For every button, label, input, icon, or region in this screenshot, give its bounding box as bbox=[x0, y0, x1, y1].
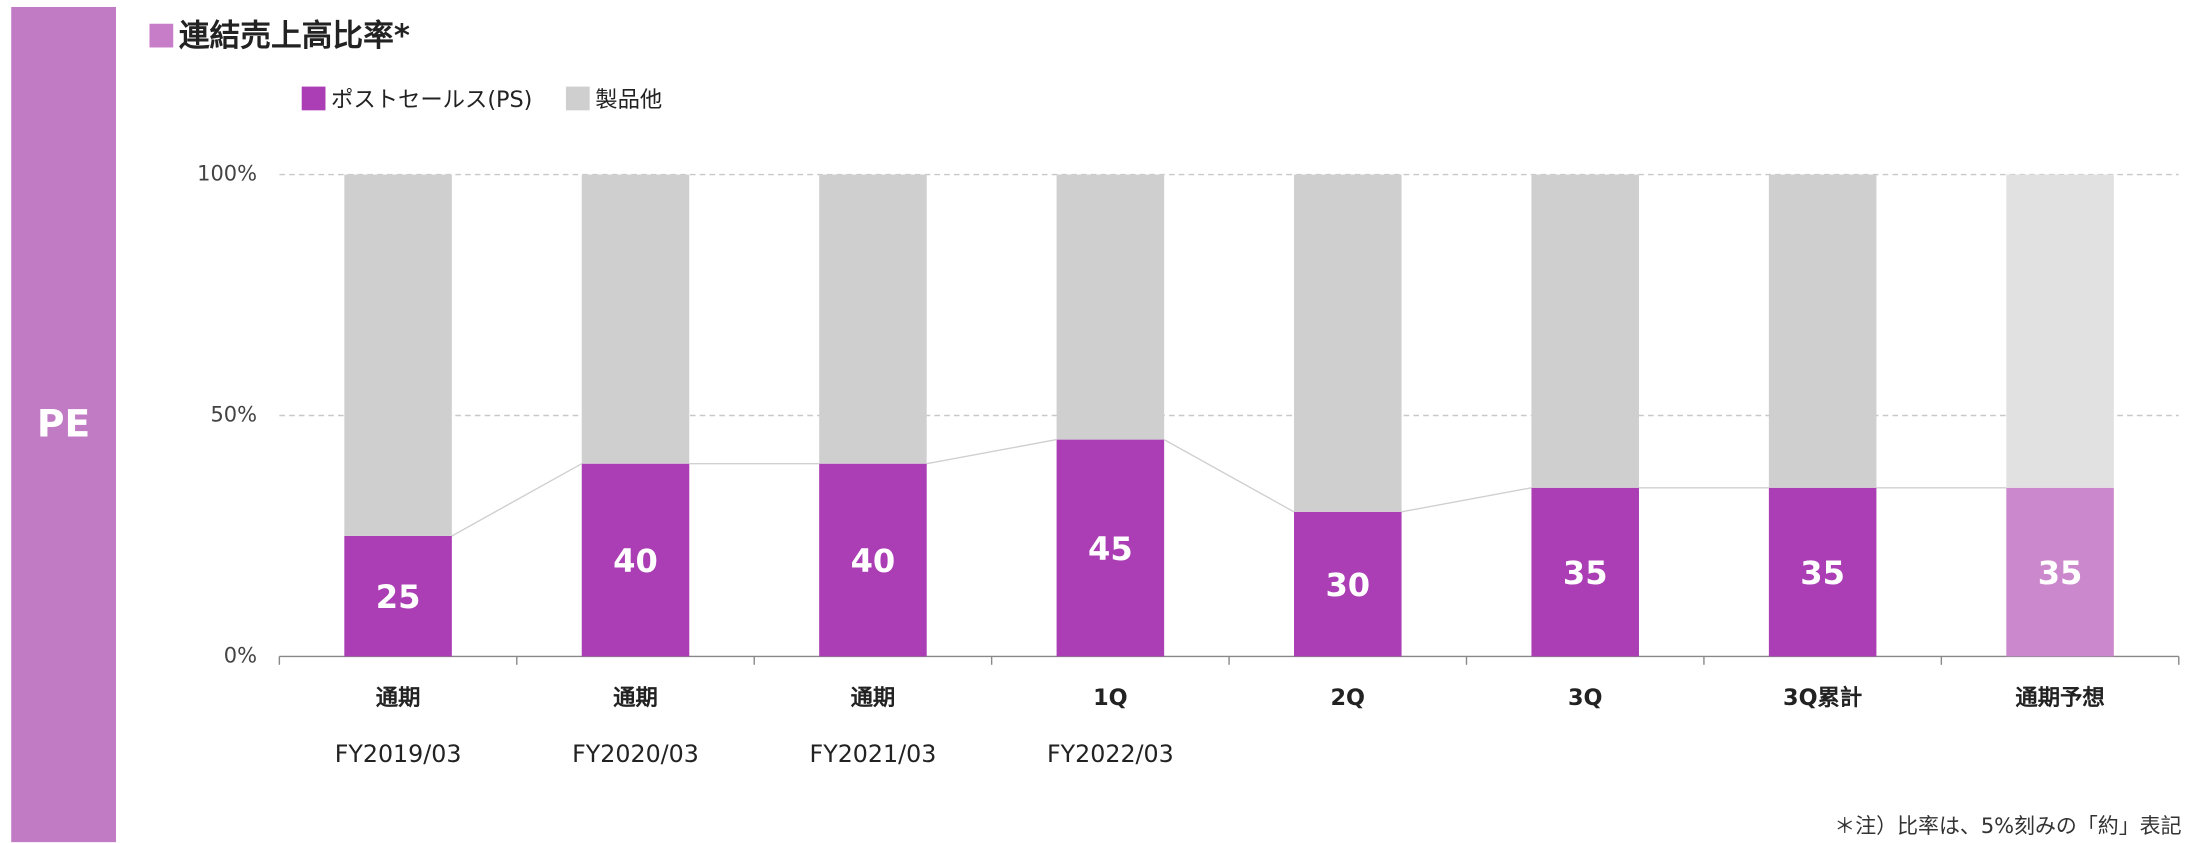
y-tick-label: 50% bbox=[210, 402, 257, 426]
x-group-label: FY2019/03 bbox=[335, 740, 462, 768]
data-label: 40 bbox=[613, 542, 658, 580]
legend-label: ポストセールス(PS) bbox=[331, 87, 532, 113]
chart-title: 連結売上高比率* bbox=[179, 18, 410, 54]
bar-segment bbox=[1056, 174, 1165, 440]
x-tick-label: 通期 bbox=[376, 685, 421, 711]
side-bar bbox=[11, 6, 116, 843]
bar-segment bbox=[1768, 174, 1877, 488]
bar-segment bbox=[2006, 487, 2114, 657]
x-tick-label: 通期 bbox=[613, 685, 658, 711]
bar-segment bbox=[1531, 487, 1639, 657]
legend-swatch bbox=[301, 86, 326, 111]
data-label: 45 bbox=[1088, 530, 1133, 568]
bar-segment bbox=[1768, 487, 1877, 657]
bar-segment bbox=[1056, 439, 1165, 657]
x-tick-label: 通期予想 bbox=[2015, 685, 2104, 711]
x-tick-label: 通期 bbox=[851, 685, 896, 711]
x-group-label: FY2022/03 bbox=[1047, 740, 1174, 768]
data-label: 25 bbox=[376, 578, 421, 616]
data-label: 40 bbox=[851, 542, 896, 580]
y-tick-label: 0% bbox=[224, 643, 257, 667]
footnote: ＊注）比率は、5%刻みの「約」表記 bbox=[1834, 814, 2181, 838]
bar-segment bbox=[819, 463, 927, 657]
x-group-label: FY2020/03 bbox=[572, 740, 699, 768]
data-label: 35 bbox=[2038, 554, 2083, 592]
data-label: 30 bbox=[1325, 566, 1370, 604]
x-tick-label: 3Q累計 bbox=[1783, 684, 1862, 711]
bar-segment bbox=[581, 463, 690, 657]
side-label: PE bbox=[37, 401, 90, 445]
connector bbox=[451, 463, 583, 537]
bar-segment bbox=[2006, 174, 2114, 488]
y-tick-label: 100% bbox=[197, 162, 257, 186]
bar-segment bbox=[1294, 511, 1402, 657]
x-tick-label: 2Q bbox=[1331, 685, 1366, 711]
title-marker bbox=[149, 23, 174, 48]
bar-segment bbox=[1294, 174, 1402, 512]
connector bbox=[926, 438, 1057, 465]
x-group-label: FY2021/03 bbox=[810, 740, 937, 768]
bar-segment bbox=[344, 535, 452, 657]
x-tick-label: 1Q bbox=[1093, 685, 1128, 711]
data-label: 35 bbox=[1800, 554, 1845, 592]
bar-segment bbox=[344, 174, 452, 536]
bar-segment bbox=[581, 174, 690, 464]
connector bbox=[1401, 487, 1532, 513]
legend-label: 製品他 bbox=[595, 87, 662, 113]
x-tick-label: 3Q bbox=[1568, 685, 1603, 711]
bar-segment bbox=[819, 174, 927, 464]
connector bbox=[1163, 438, 1295, 513]
legend-swatch bbox=[565, 86, 590, 111]
bar-segment bbox=[1531, 174, 1639, 488]
data-label: 35 bbox=[1563, 554, 1608, 592]
